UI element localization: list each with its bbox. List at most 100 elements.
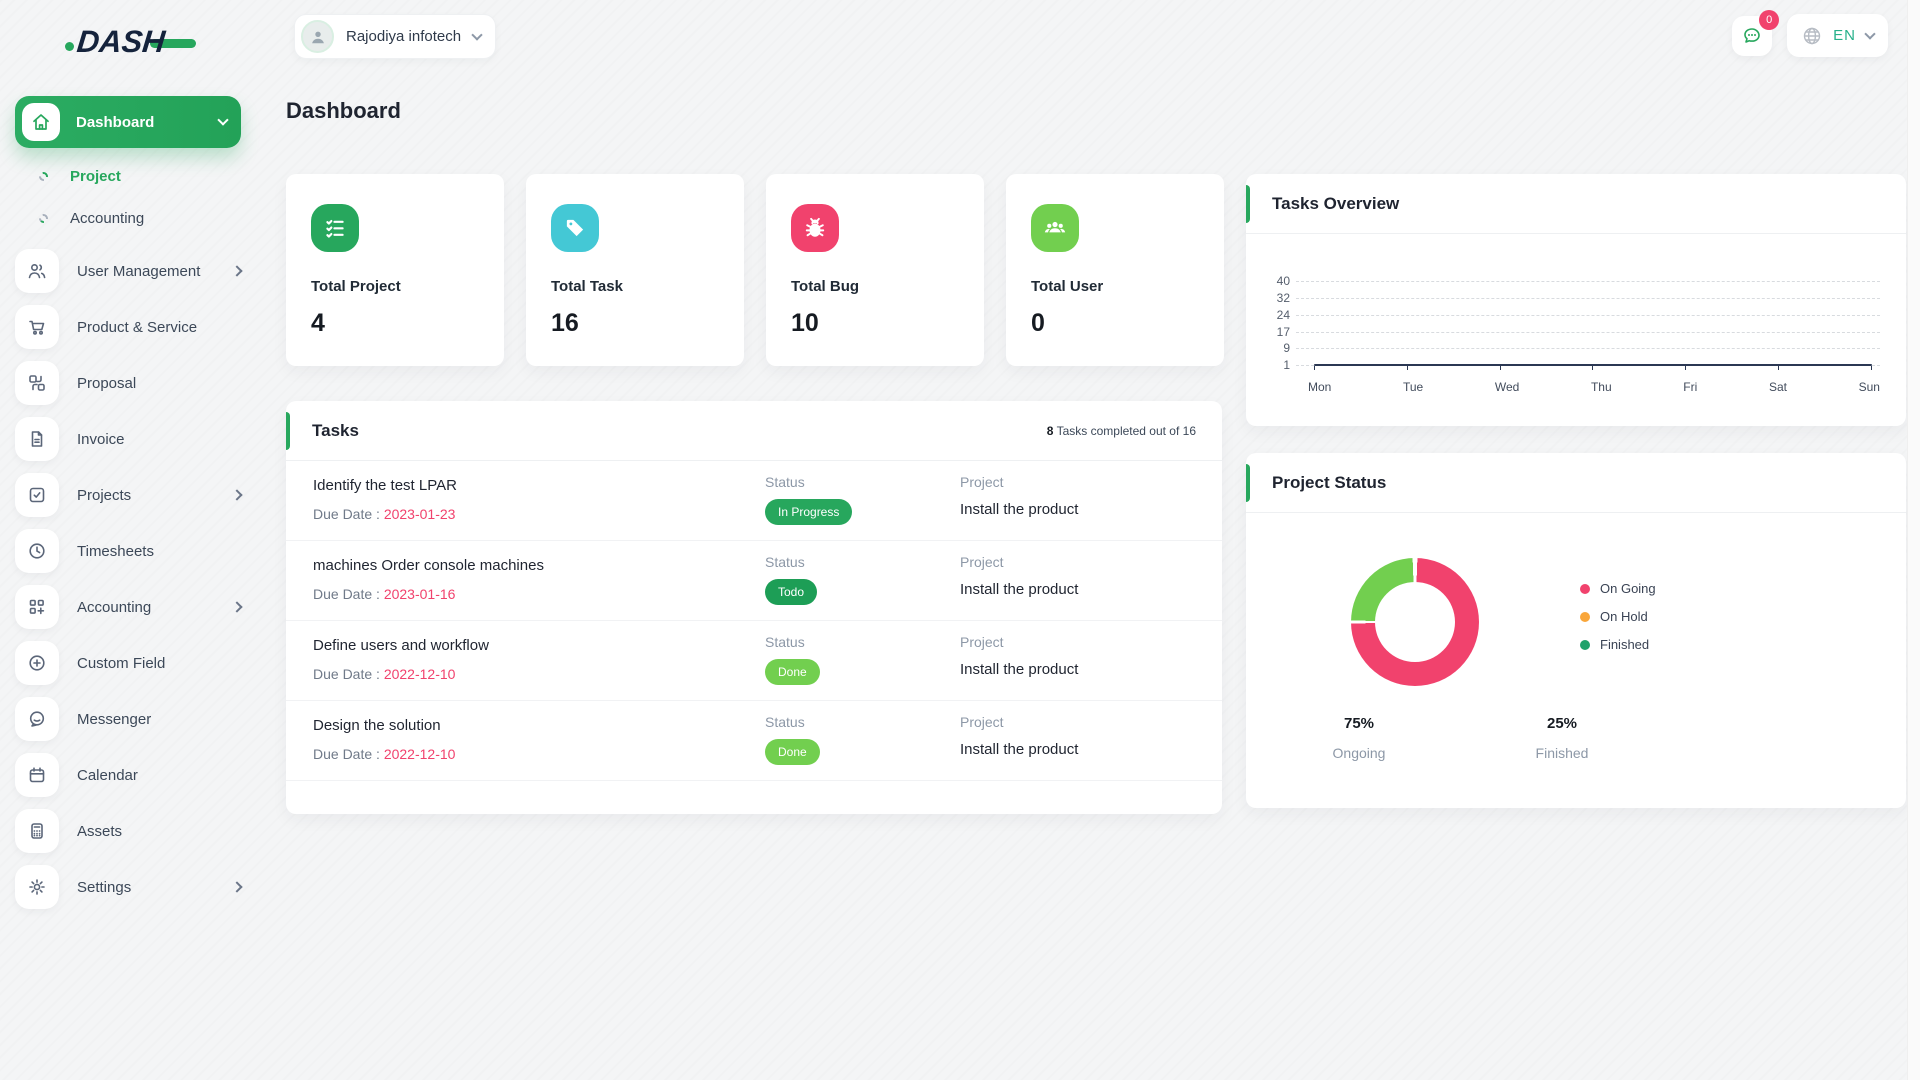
task-main: Define users and workflow Due Date : 202… <box>313 634 765 682</box>
legend-label: On Going <box>1600 581 1656 596</box>
y-tick: 40 <box>1276 274 1290 288</box>
sidebar-item-label: Project <box>70 167 121 185</box>
task-name: machines Order console machines <box>313 557 544 574</box>
legend-label: On Hold <box>1600 609 1648 624</box>
sidebar-item-label: Assets <box>77 822 123 840</box>
sidebar-item-accounting[interactable]: Accounting <box>15 585 243 629</box>
legend-dot-finished <box>1580 639 1590 650</box>
sidebar-item-dashboard[interactable]: Dashboard <box>15 96 241 148</box>
x-tick: Thu <box>1590 380 1612 394</box>
gridline: 17 <box>1264 325 1880 339</box>
sidebar-item-accounting-sub[interactable]: Accounting <box>39 204 241 232</box>
chevron-right-icon <box>231 489 243 501</box>
checklist-icon <box>311 204 359 252</box>
task-status: Status In Progress <box>765 474 960 525</box>
chevron-down-icon <box>471 28 483 41</box>
status-summary-finished: 25% Finished <box>1487 715 1637 761</box>
sidebar-item-projects[interactable]: Projects <box>15 473 243 517</box>
task-status: Status Todo <box>765 554 960 605</box>
task-status: Status Done <box>765 714 960 765</box>
x-axis-labels: Mon Tue Wed Thu Fri Sat Sun <box>1308 380 1880 394</box>
tasks-overview-header: Tasks Overview <box>1246 174 1906 234</box>
calendar-icon <box>15 753 59 797</box>
donut-hole <box>1375 582 1455 662</box>
x-tick: Mon <box>1308 380 1332 394</box>
gear-icon <box>15 865 59 909</box>
task-name: Design the solution <box>313 717 441 734</box>
status-label: Status <box>765 634 805 650</box>
task-main: Identify the test LPAR Due Date : 2023-0… <box>313 474 765 522</box>
sidebar-item-label: Timesheets <box>77 542 154 560</box>
sidebar-item-messenger[interactable]: Messenger <box>15 697 241 741</box>
users-group-icon <box>1031 204 1079 252</box>
status-badge: Done <box>765 739 820 765</box>
language-selector[interactable]: EN <box>1787 14 1888 57</box>
due-date-prefix: Due Date : <box>313 506 384 522</box>
logo-text: DASH <box>75 24 167 59</box>
stat-card-total-user: Total User 0 <box>1006 174 1224 366</box>
status-badge: Done <box>765 659 820 685</box>
task-due-date: Due Date : 2022-12-10 <box>313 746 765 762</box>
task-due-date: Due Date : 2023-01-16 <box>313 586 765 602</box>
tasks-card: Tasks 8 Tasks completed out of 16 Identi… <box>286 401 1222 814</box>
gridline: 9 <box>1264 341 1880 355</box>
sidebar-item-proposal[interactable]: Proposal <box>15 361 241 405</box>
bug-icon <box>791 204 839 252</box>
tasks-overview-card: Tasks Overview 40 32 24 17 9 1 Mon Tue W… <box>1246 174 1906 426</box>
stat-card-total-bug: Total Bug 10 <box>766 174 984 366</box>
messages-button[interactable]: 0 <box>1732 9 1780 56</box>
due-date-value: 2022-12-10 <box>383 666 456 682</box>
stat-value: 10 <box>791 309 819 337</box>
project-name: Install the product <box>960 741 1079 758</box>
sidebar-menu: User Management Product & Service <box>15 249 243 909</box>
due-date-value: 2023-01-16 <box>383 586 456 602</box>
scrollbar-track[interactable] <box>1907 0 1920 1080</box>
tasks-card-title: Tasks <box>312 420 359 440</box>
project-label: Project <box>960 474 1004 490</box>
sidebar-item-calendar[interactable]: Calendar <box>15 753 241 797</box>
sidebar-item-user-management[interactable]: User Management <box>15 249 243 293</box>
sidebar-item-label: Custom Field <box>77 654 166 672</box>
sidebar-item-label: User Management <box>77 262 201 280</box>
project-status-title: Project Status <box>1272 472 1387 492</box>
y-tick: 1 <box>1283 358 1290 372</box>
grid-plus-icon <box>15 585 59 629</box>
accent-bar <box>286 412 290 450</box>
tasks-overview-title: Tasks Overview <box>1272 193 1400 213</box>
sidebar-item-settings[interactable]: Settings <box>15 865 243 909</box>
gridline: 32 <box>1264 291 1880 305</box>
tasks-summary: 8 Tasks completed out of 16 <box>1047 424 1196 438</box>
sidebar-item-label: Proposal <box>77 374 137 392</box>
stat-card-total-task: Total Task 16 <box>526 174 744 366</box>
summary-label: Finished <box>1535 745 1589 761</box>
sidebar-item-assets[interactable]: Assets <box>15 809 241 853</box>
task-project: Project Install the product <box>960 714 1196 758</box>
sidebar-item-timesheets[interactable]: Timesheets <box>15 529 241 573</box>
stat-value: 4 <box>311 309 325 337</box>
summary-label: Ongoing <box>1332 745 1386 761</box>
project-status-header: Project Status <box>1246 453 1906 513</box>
project-label: Project <box>960 714 1004 730</box>
company-selector[interactable]: Rajodiya infotech <box>294 14 497 59</box>
task-name: Define users and workflow <box>313 637 489 654</box>
bullet-icon <box>39 171 48 181</box>
legend-item: On Hold <box>1580 609 1656 624</box>
stat-value: 0 <box>1031 309 1045 337</box>
project-label: Project <box>960 634 1004 650</box>
sidebar-item-product-service[interactable]: Product & Service <box>15 305 241 349</box>
x-tick: Tue <box>1402 380 1424 394</box>
sidebar-item-label: Accounting <box>77 598 152 616</box>
sidebar-item-invoice[interactable]: Invoice <box>15 417 241 461</box>
chevron-right-icon <box>231 881 243 893</box>
cart-icon <box>15 305 59 349</box>
header-actions: 0 EN <box>1732 9 1888 57</box>
app-logo: DASH <box>65 24 241 60</box>
check-square-icon <box>15 473 59 517</box>
series-line <box>1314 364 1872 366</box>
x-tick: Sat <box>1768 380 1787 394</box>
stat-card-total-project: Total Project 4 <box>286 174 504 366</box>
sidebar-item-label: Accounting <box>70 209 145 227</box>
sidebar-item-project[interactable]: Project <box>39 162 241 190</box>
sidebar-item-custom-field[interactable]: Custom Field <box>15 641 241 685</box>
page-title: Dashboard <box>286 98 401 123</box>
